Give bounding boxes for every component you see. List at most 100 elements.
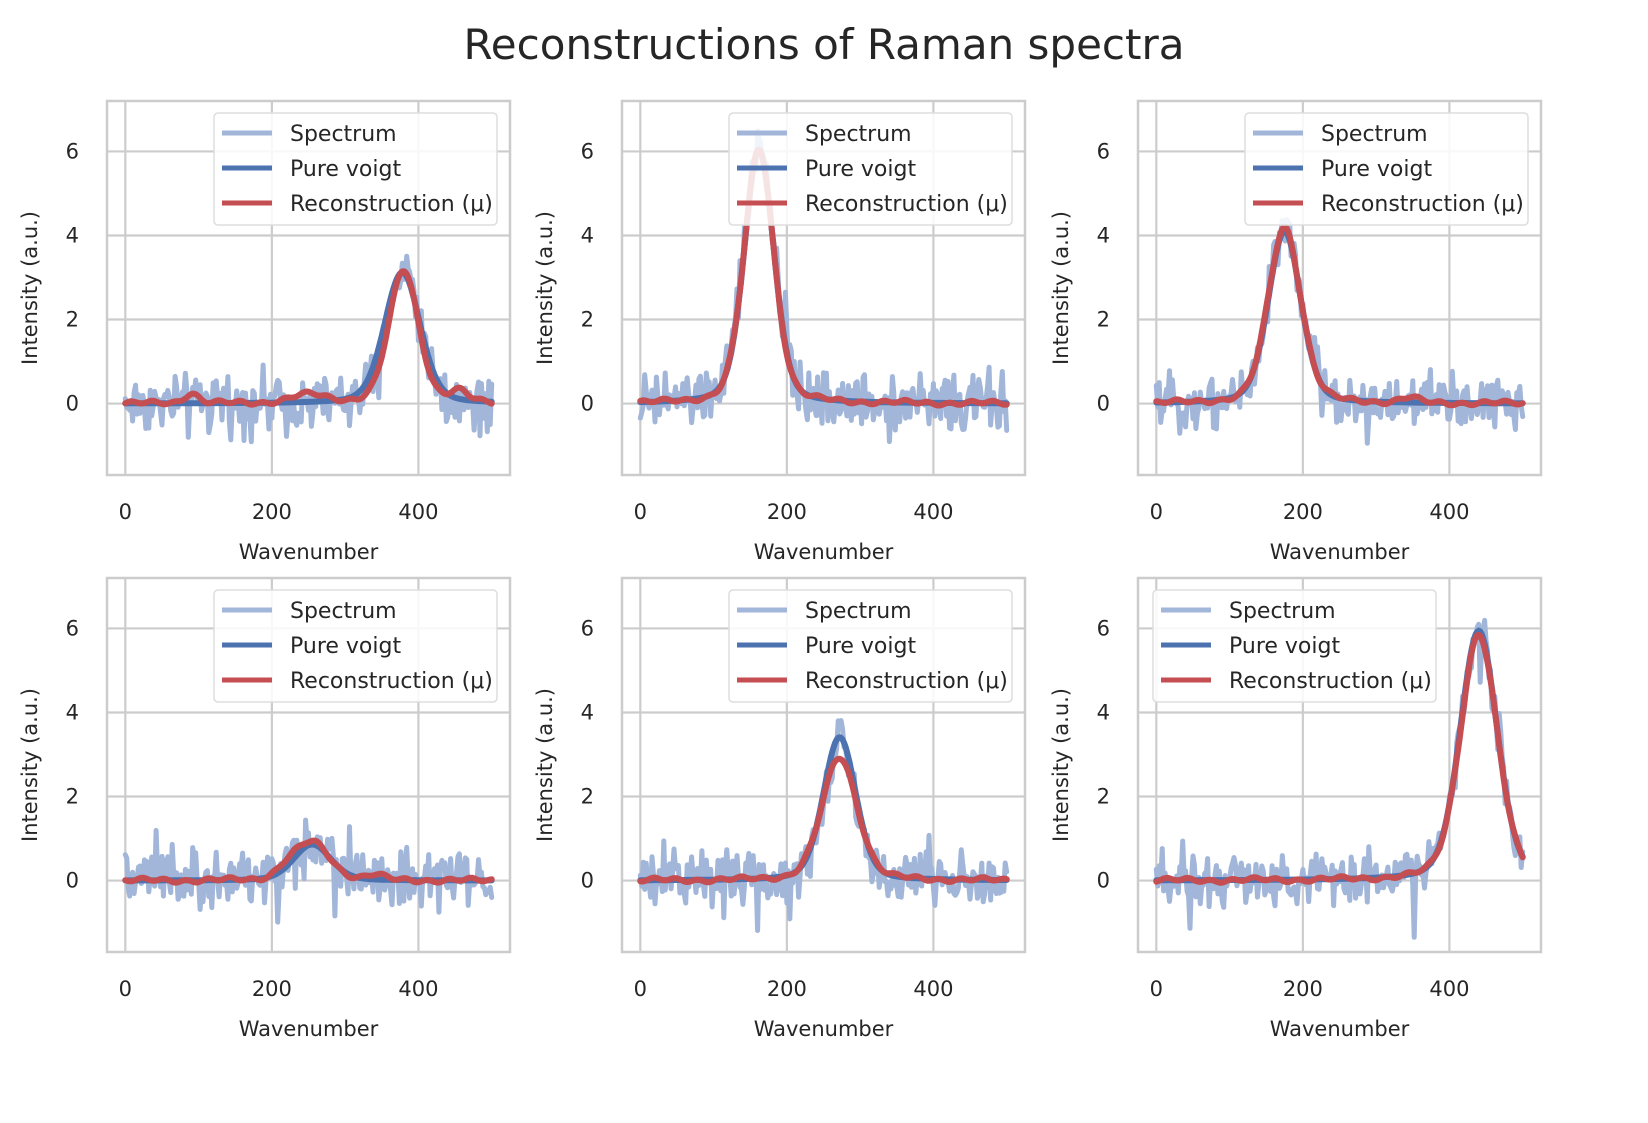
x-tick-label: 0 (1150, 977, 1163, 1001)
y-tick-label: 4 (1097, 700, 1110, 724)
legend: Spectrum Pure voigt Reconstruction (μ) (728, 589, 1013, 703)
legend-label: Reconstruction (μ) (290, 192, 493, 217)
y-tick-label: 6 (581, 139, 594, 163)
y-tick-label: 4 (581, 700, 594, 724)
legend-box (728, 589, 1013, 703)
x-tick-label: 400 (1429, 500, 1469, 524)
legend: Spectrum Pure voigt Reconstruction (μ) (1152, 589, 1437, 703)
y-tick-label: 6 (66, 139, 79, 163)
series-line-reconstruction (637, 755, 1010, 886)
legend: Spectrum Pure voigt Reconstruction (μ) (1244, 112, 1529, 226)
y-tick-label: 6 (581, 616, 594, 640)
subplot-row2-col2: 0 200 400 0 2 4 6 Wavenumber Intensity (a.u.) Spe… (533, 576, 1027, 1041)
series-line-reconstruction (637, 147, 1010, 409)
y-tick-label: 2 (66, 785, 79, 809)
series-line-pure-voigt (122, 269, 495, 407)
series-group (637, 128, 1010, 444)
legend-label: Pure voigt (290, 157, 401, 182)
x-axis-label: Wavenumber (1270, 1017, 1410, 1041)
legend-box (213, 589, 498, 703)
x-tick-label: 0 (119, 500, 132, 524)
x-tick-label: 400 (398, 977, 438, 1001)
x-tick-label: 400 (913, 977, 953, 1001)
axes-frame (105, 576, 512, 954)
x-tick-label: 0 (634, 500, 647, 524)
y-tick-label: 2 (581, 785, 594, 809)
legend-box (1244, 112, 1529, 226)
series-line-spectrum (637, 128, 1010, 444)
x-tick-label: 200 (252, 977, 292, 1001)
x-axis-label: Wavenumber (1270, 540, 1410, 564)
axes-frame (105, 99, 512, 477)
legend-label: Spectrum (1321, 122, 1428, 147)
legend-label: Reconstruction (μ) (1321, 192, 1524, 217)
legend-label: Spectrum (805, 599, 912, 624)
axes-frame (1136, 99, 1543, 477)
y-tick-label: 2 (1097, 308, 1110, 332)
legend-label: Pure voigt (1321, 157, 1432, 182)
series-line-spectrum (637, 718, 1010, 933)
y-axis-label: Intensity (a.u.) (1049, 688, 1073, 842)
y-tick-label: 0 (1097, 869, 1110, 893)
legend: Spectrum Pure voigt Reconstruction (μ) (728, 112, 1013, 226)
y-tick-label: 0 (581, 869, 594, 893)
series-line-spectrum (122, 817, 495, 925)
series-line-spectrum (122, 253, 495, 445)
y-axis-label: Intensity (a.u.) (18, 211, 42, 365)
series-group (122, 817, 495, 925)
subplot-row1-col3: 0 200 400 0 2 4 6 Wavenumber Intensity (a.u.) Spe… (1049, 99, 1543, 564)
figure-title: Reconstructions of Raman spectra (463, 20, 1185, 69)
x-tick-label: 200 (252, 500, 292, 524)
legend-label: Spectrum (290, 122, 397, 147)
y-axis-label: Intensity (a.u.) (533, 688, 557, 842)
legend-label: Spectrum (805, 122, 912, 147)
y-axis-label: Intensity (a.u.) (533, 211, 557, 365)
x-tick-label: 200 (1283, 500, 1323, 524)
legend-box (213, 112, 498, 226)
axes-frame (620, 576, 1027, 954)
legend-label: Spectrum (1229, 599, 1336, 624)
series-group (1153, 217, 1526, 446)
legend-label: Spectrum (290, 599, 397, 624)
x-tick-label: 200 (1283, 977, 1323, 1001)
legend-label: Reconstruction (μ) (290, 669, 493, 694)
subplot-row1-col2: 0 200 400 0 2 4 6 Wavenumber Intensity (a.u.) Spe… (533, 99, 1027, 564)
legend-box (728, 112, 1013, 226)
y-tick-label: 4 (66, 700, 79, 724)
x-tick-label: 0 (634, 977, 647, 1001)
y-tick-label: 0 (581, 392, 594, 416)
legend: Spectrum Pure voigt Reconstruction (μ) (213, 589, 498, 703)
y-tick-label: 6 (66, 616, 79, 640)
legend: Spectrum Pure voigt Reconstruction (μ) (213, 112, 498, 226)
legend-label: Reconstruction (μ) (805, 669, 1008, 694)
y-tick-label: 6 (1097, 139, 1110, 163)
legend-label: Pure voigt (805, 634, 916, 659)
subplot-row2-col1: 0 200 400 0 2 4 6 Wavenumber Intensity (a.u.) Spe… (18, 576, 512, 1041)
series-group (1153, 617, 1526, 940)
series-line-reconstruction (122, 837, 495, 886)
series-group (637, 718, 1010, 933)
x-tick-label: 400 (1429, 977, 1469, 1001)
series-line-spectrum (1153, 217, 1526, 446)
series-line-reconstruction (122, 268, 495, 408)
legend-label: Pure voigt (805, 157, 916, 182)
series-line-reconstruction (1153, 223, 1526, 409)
x-tick-label: 0 (119, 977, 132, 1001)
legend-label: Pure voigt (290, 634, 401, 659)
y-tick-label: 2 (1097, 785, 1110, 809)
series-line-reconstruction (1153, 631, 1526, 886)
subplot-row2-col3: 0 200 400 0 2 4 6 Wavenumber Intensity (a.u.) Spe… (1049, 576, 1543, 1041)
axes-frame (620, 99, 1027, 477)
x-axis-label: Wavenumber (239, 540, 379, 564)
y-tick-label: 4 (581, 223, 594, 247)
legend-box (1152, 589, 1437, 703)
x-axis-label: Wavenumber (754, 540, 894, 564)
axes-frame (1136, 576, 1543, 954)
x-tick-label: 0 (1150, 500, 1163, 524)
y-axis-label: Intensity (a.u.) (1049, 211, 1073, 365)
legend-label: Reconstruction (μ) (1229, 669, 1432, 694)
y-tick-label: 0 (66, 392, 79, 416)
x-axis-label: Wavenumber (754, 1017, 894, 1041)
y-tick-label: 4 (1097, 223, 1110, 247)
